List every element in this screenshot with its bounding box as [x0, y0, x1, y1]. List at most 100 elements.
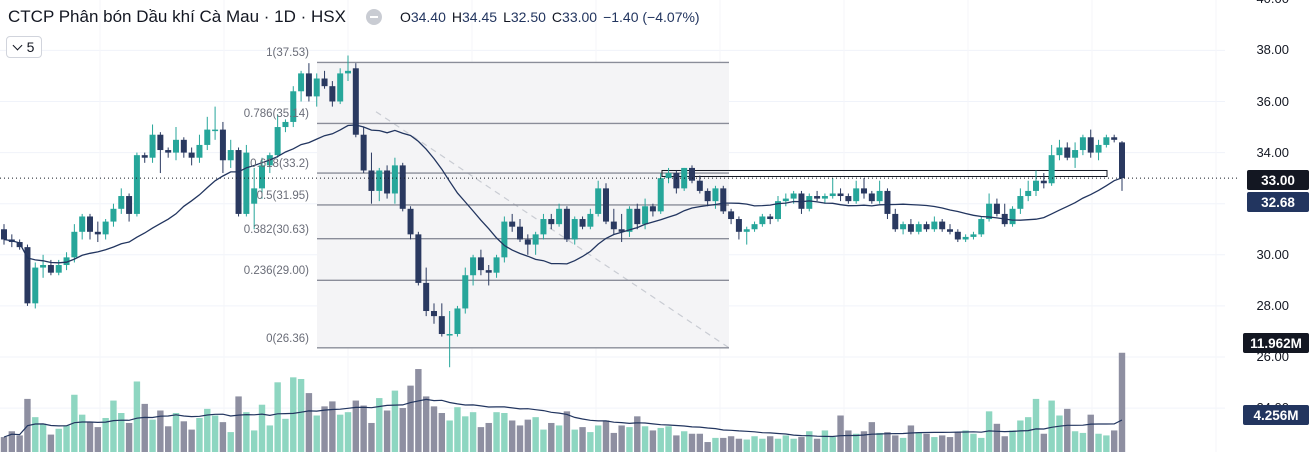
- candle-body: [431, 311, 437, 317]
- volume-bar: [563, 411, 571, 452]
- volume-bar: [892, 435, 899, 452]
- price-ma-line: [3, 124, 1123, 265]
- candle-body: [509, 221, 516, 227]
- candle-body: [751, 224, 758, 230]
- volume-bar: [610, 432, 618, 452]
- candle-body: [735, 219, 742, 232]
- candle-body: [861, 188, 867, 194]
- last-price-tag: 33.00: [1247, 170, 1309, 190]
- candle-body: [305, 73, 312, 97]
- interval-toggle-button[interactable]: 5: [6, 36, 42, 58]
- volume-bar: [360, 405, 367, 452]
- candle-body: [1079, 137, 1086, 151]
- hide-indicator-icon[interactable]: [365, 9, 382, 25]
- volume-bar: [180, 421, 188, 452]
- candle-body: [868, 193, 875, 202]
- volume-bar: [587, 432, 594, 452]
- candle-body: [1072, 150, 1079, 158]
- volume-bar: [32, 417, 39, 452]
- candle-body: [313, 78, 320, 97]
- volume-bar: [0, 437, 8, 452]
- candle-body: [563, 208, 570, 240]
- close-value: 33.00: [562, 9, 598, 25]
- volume-bar: [634, 416, 641, 452]
- fib-level-label: 0.382(30.63): [243, 223, 309, 236]
- candle-body: [321, 78, 328, 87]
- candle-body: [978, 219, 985, 235]
- volume-bar: [399, 408, 406, 452]
- candle-body: [446, 334, 453, 336]
- symbol-title[interactable]: CTCP Phân bón Dầu khí Cà Mau · 1D · HSX: [8, 7, 346, 26]
- volume-bar: [86, 422, 94, 452]
- candle-body: [407, 208, 414, 235]
- candle-body: [282, 121, 289, 128]
- candle-body: [775, 201, 781, 220]
- volume-bar: [555, 425, 563, 452]
- candle-body: [1056, 147, 1063, 156]
- volume-bar: [454, 407, 461, 452]
- volume-bar: [446, 420, 453, 452]
- candle-body: [986, 203, 993, 220]
- volume-bar: [39, 423, 47, 452]
- volume-bar: [876, 432, 883, 452]
- volume-bar: [157, 410, 164, 452]
- volume-bar: [141, 403, 148, 452]
- volume-bar: [946, 437, 954, 452]
- volume-bar: [1009, 430, 1016, 452]
- price-axis-tick: 36.00: [1256, 93, 1289, 109]
- candle-body: [837, 193, 844, 197]
- volume-bar: [571, 429, 578, 452]
- volume-bar: [782, 435, 790, 452]
- candle-body: [884, 190, 891, 214]
- price-axis-tick: 40.00: [1256, 0, 1289, 6]
- volume-bar: [125, 422, 133, 452]
- candle-body: [696, 180, 703, 191]
- volume-bar: [673, 435, 680, 452]
- volume-bar: [47, 434, 55, 452]
- candle-body: [24, 247, 31, 304]
- volume-bar: [727, 436, 735, 452]
- volume-bar: [352, 400, 360, 452]
- candle-body: [212, 129, 219, 132]
- volume-bar: [915, 432, 922, 452]
- volume-bar: [172, 413, 180, 452]
- volume-bar: [696, 433, 704, 452]
- ma-price-tag: 32.68: [1247, 192, 1309, 212]
- candle-body: [540, 219, 547, 235]
- volume-bar: [704, 442, 711, 452]
- candle-body: [1103, 137, 1110, 145]
- fib-level-label: 0.5(31.95): [256, 189, 309, 202]
- candle-body: [102, 221, 109, 235]
- volume-bar: [641, 426, 649, 452]
- candle-body: [853, 188, 860, 202]
- candle-body: [477, 257, 484, 271]
- candle-body: [642, 206, 649, 225]
- candle-body: [532, 234, 539, 245]
- volume-bar: [8, 431, 16, 452]
- candle-body: [923, 224, 930, 230]
- candle-body: [1033, 180, 1039, 191]
- volume-bar: [250, 430, 258, 452]
- volume-bar: [1118, 352, 1126, 452]
- volume-bar: [508, 420, 516, 452]
- volume-bar: [923, 433, 930, 452]
- candle-body: [900, 224, 907, 230]
- candle-body: [876, 190, 883, 202]
- candle-body: [1064, 147, 1071, 158]
- candle-body: [1009, 208, 1016, 225]
- candle-body: [173, 139, 179, 153]
- candle-body: [462, 275, 469, 309]
- volume-bar: [1056, 415, 1063, 452]
- volume-bar: [235, 396, 242, 452]
- volume-bar: [188, 429, 195, 452]
- candle-body: [524, 239, 531, 245]
- candle-body: [141, 155, 148, 158]
- candle-body: [47, 265, 54, 273]
- candle-body: [329, 86, 336, 102]
- candle-body: [728, 211, 735, 220]
- candle-body: [149, 134, 156, 158]
- volume-bar: [164, 426, 172, 452]
- volume-bar: [962, 430, 969, 452]
- volume-bar: [860, 431, 868, 452]
